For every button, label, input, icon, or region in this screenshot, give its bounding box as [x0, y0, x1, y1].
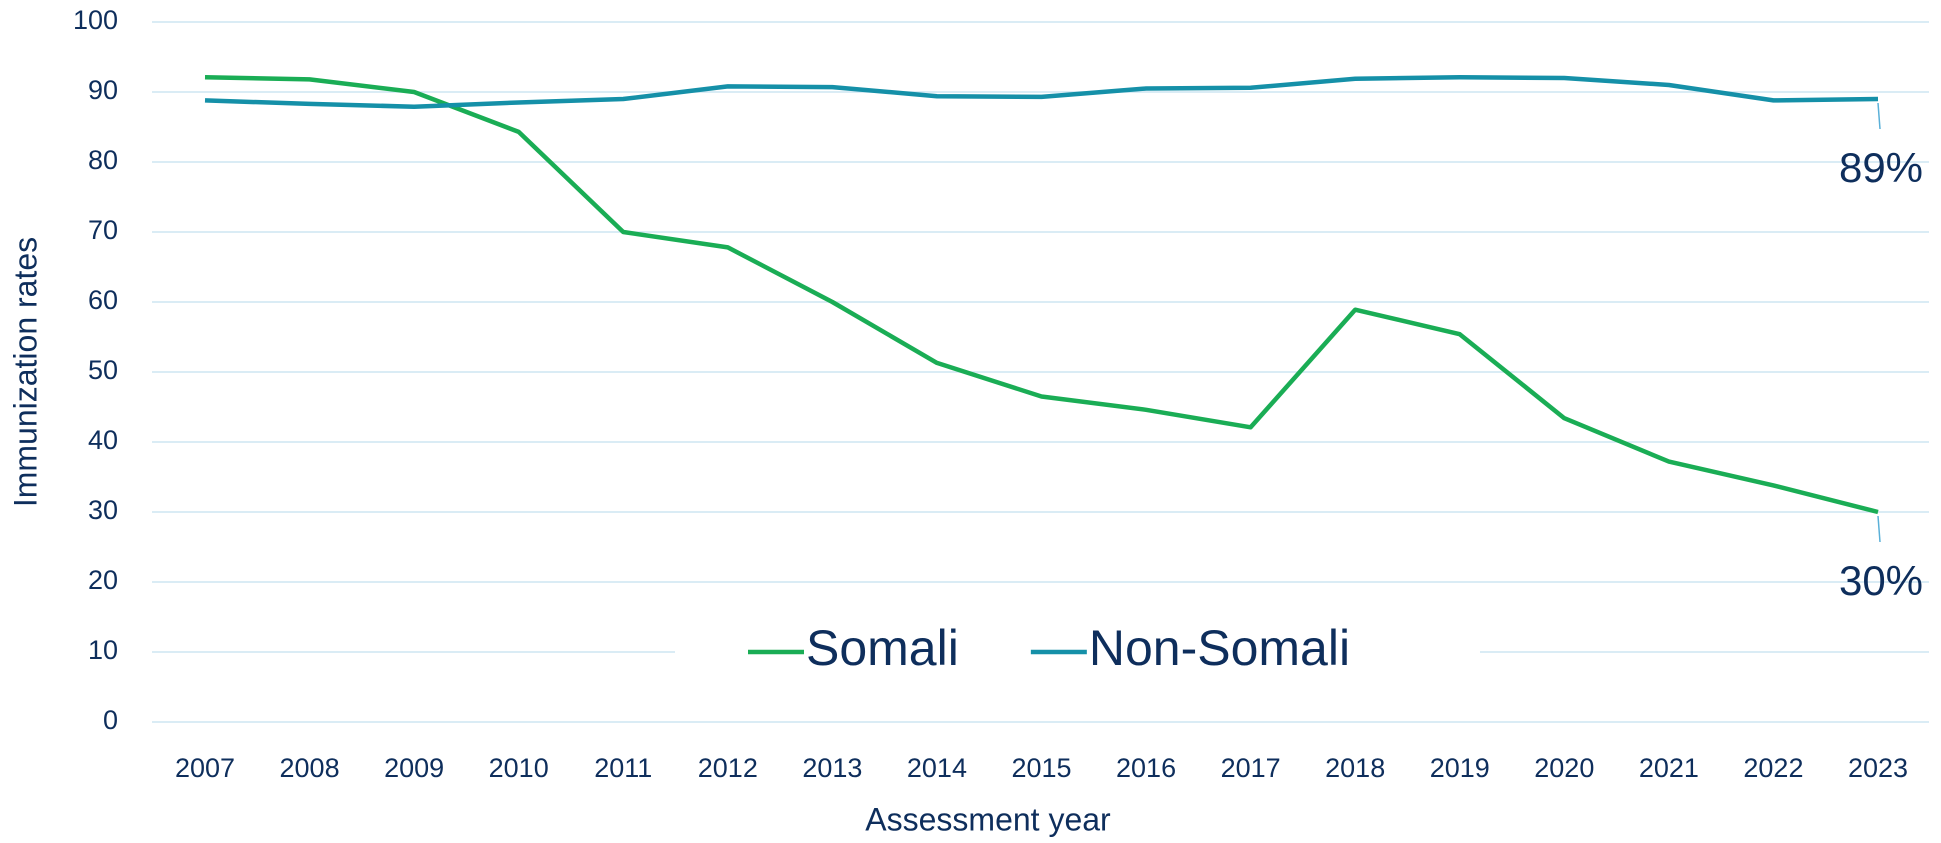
y-tick-label: 70 [88, 215, 118, 245]
y-tick-label: 90 [88, 75, 118, 105]
x-tick-label: 2015 [1011, 753, 1071, 783]
y-tick-label: 100 [73, 5, 118, 35]
y-tick-label: 10 [88, 635, 118, 665]
y-axis-label: Immunization rates [7, 237, 43, 507]
x-tick-label: 2010 [489, 753, 549, 783]
x-tick-label: 2012 [698, 753, 758, 783]
x-tick-label: 2011 [594, 753, 652, 783]
y-tick-label: 80 [88, 145, 118, 175]
x-axis-label: Assessment year [865, 801, 1111, 837]
label-leader [1877, 102, 1881, 130]
x-tick-label: 2023 [1848, 753, 1908, 783]
legend-label: Somali [806, 620, 959, 676]
x-tick-label: 2018 [1325, 753, 1385, 783]
x-tick-label: 2013 [802, 753, 862, 783]
y-tick-label: 0 [103, 705, 118, 735]
x-tick-label: 2008 [280, 753, 340, 783]
y-tick-label: 60 [88, 285, 118, 315]
x-tick-label: 2022 [1743, 753, 1803, 783]
series-line [204, 75, 1879, 515]
x-tick-label: 2007 [175, 753, 235, 783]
x-tick-label: 2017 [1221, 753, 1281, 783]
y-tick-label: 20 [88, 565, 118, 595]
y-tick-label: 40 [88, 425, 118, 455]
data-label: 89% [1839, 144, 1923, 191]
x-tick-label: 2009 [384, 753, 444, 783]
x-tick-label: 2019 [1430, 753, 1490, 783]
label-leader [1877, 515, 1881, 543]
legend-label: Non-Somali [1089, 620, 1350, 676]
y-tick-label: 50 [88, 355, 118, 385]
data-label: 30% [1839, 557, 1923, 604]
x-tick-label: 2020 [1534, 753, 1594, 783]
x-tick-label: 2016 [1116, 753, 1176, 783]
y-tick-label: 30 [88, 495, 118, 525]
series-line [204, 75, 1879, 109]
x-tick-label: 2021 [1639, 753, 1699, 783]
x-tick-label: 2014 [907, 753, 967, 783]
